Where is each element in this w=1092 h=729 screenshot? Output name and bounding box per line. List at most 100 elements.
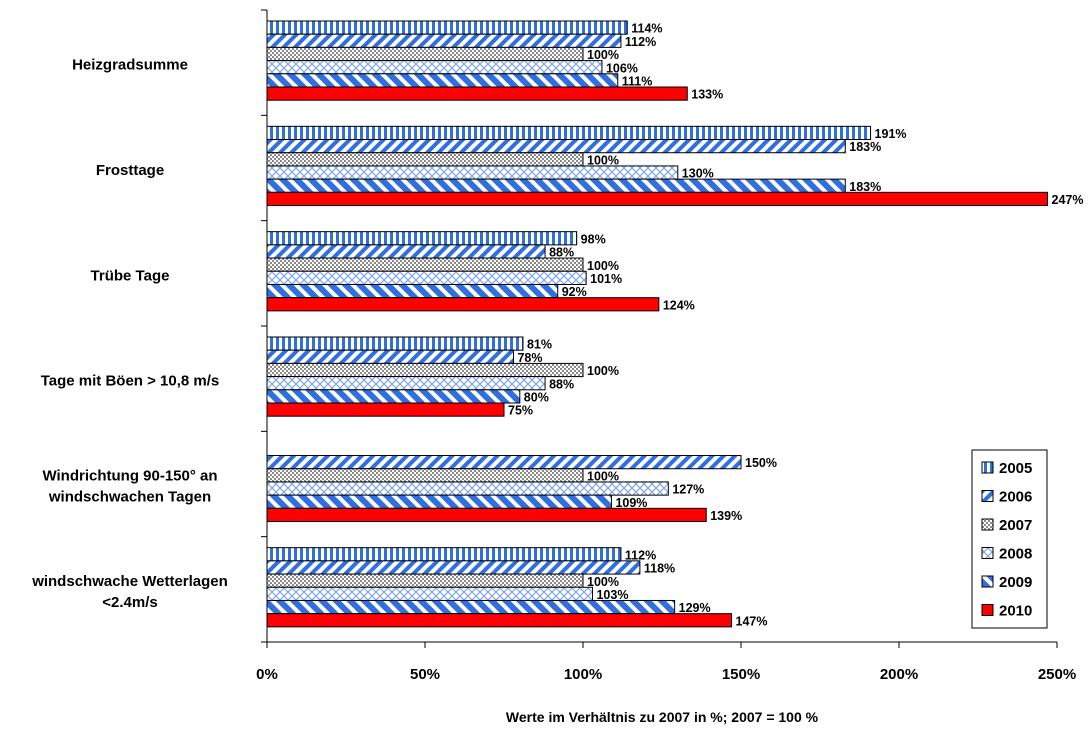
bar-2007 [266, 573, 584, 588]
data-label: 124% [663, 298, 695, 312]
legend-label-2010: 2010 [999, 603, 1032, 620]
data-label: 88% [549, 246, 574, 260]
legend-swatch-2008 [981, 547, 994, 559]
bar-2010 [266, 297, 660, 312]
bar-2006 [266, 455, 742, 470]
bar-2006 [266, 33, 622, 48]
data-label: 133% [691, 88, 723, 102]
bar-2007 [266, 362, 584, 378]
legend-label-2007: 2007 [999, 517, 1032, 534]
bar-2008 [266, 270, 587, 285]
data-label: 75% [508, 404, 533, 418]
data-label: 100% [587, 153, 619, 167]
x-tick-label: 150% [722, 666, 760, 683]
data-label: 100% [587, 259, 619, 273]
bar-2009 [266, 73, 619, 88]
data-label: 183% [849, 140, 881, 154]
data-label: 78% [517, 351, 542, 365]
legend-label-2008: 2008 [999, 546, 1032, 563]
data-label: 100% [587, 469, 619, 483]
category-label: Trübe Tage [91, 267, 170, 284]
data-label: 101% [590, 272, 622, 286]
data-label: 100% [587, 364, 619, 378]
data-label: 111% [622, 75, 653, 89]
category-label: Windrichtung 90-150° an [42, 468, 217, 485]
data-label: 109% [615, 496, 647, 510]
data-label: 118% [644, 562, 675, 576]
category-label: Tage mit Böen > 10,8 m/s [41, 373, 220, 390]
bar-2006 [266, 244, 546, 259]
bar-2008 [266, 481, 669, 496]
category-label: windschwachen Tagen [48, 489, 211, 506]
bar-2006 [266, 139, 846, 154]
legend-label-2006: 2006 [999, 489, 1032, 506]
bar-2005 [266, 336, 524, 351]
data-label: 88% [549, 377, 574, 391]
bar-2010 [266, 613, 733, 628]
bar-2007 [266, 257, 584, 272]
bar-2008 [266, 60, 603, 75]
axes: 0% 50% 100% 150% 200% 250% Werte im Verhältnis… [31, 9, 1076, 725]
bar-2006 [266, 349, 514, 364]
legend-swatch-2006 [981, 490, 994, 502]
legend-label-2009: 2009 [999, 574, 1032, 591]
bar-2009 [266, 283, 559, 299]
data-label: 129% [679, 601, 711, 615]
bar-2010 [266, 191, 1049, 207]
x-tick-label: 200% [880, 666, 918, 683]
bar-2009 [266, 599, 676, 615]
bar-2008 [266, 586, 593, 601]
data-label: 98% [581, 232, 606, 246]
data-label: 247% [1052, 193, 1084, 207]
bar-2009 [266, 494, 612, 509]
data-label: 139% [710, 509, 742, 523]
data-label: 80% [524, 391, 549, 405]
bar-2008 [266, 165, 679, 180]
data-label: 112% [625, 35, 656, 49]
data-label: 147% [736, 614, 768, 628]
category-label: windschwache Wetterlagen [31, 573, 228, 590]
x-tick-label: 0% [256, 666, 278, 683]
legend-swatch-2007 [981, 518, 994, 531]
bar-2006 [266, 560, 641, 575]
legend: 2005 2006 2007 2008 2009 2010 [971, 449, 1048, 629]
bar-2005 [266, 547, 622, 562]
data-label: 130% [682, 167, 714, 181]
data-label: 183% [849, 180, 881, 194]
legend-label-2005: 2005 [999, 460, 1032, 477]
bars [266, 20, 1049, 628]
bar-2005 [266, 231, 578, 246]
bar-2010 [266, 86, 688, 101]
data-label: 112% [625, 548, 656, 562]
data-label: 103% [596, 588, 628, 602]
legend-swatch-2005 [981, 461, 994, 474]
bar-2005 [266, 20, 628, 35]
data-label: 106% [606, 61, 638, 75]
bar-2008 [266, 376, 546, 391]
data-label: 191% [875, 127, 907, 141]
data-label: 150% [745, 456, 777, 470]
x-tick-label: 250% [1038, 666, 1076, 683]
category-label: Frosttage [96, 162, 164, 179]
bar-2007 [266, 468, 584, 483]
category-label: <2.4m/s [102, 594, 157, 611]
bar-2010 [266, 402, 505, 417]
bar-2010 [266, 507, 707, 523]
bar-2007 [266, 46, 584, 62]
bar-2005 [266, 125, 872, 141]
x-tick-label: 100% [564, 666, 602, 683]
bar-2009 [266, 389, 521, 404]
data-label: 100% [587, 575, 619, 589]
data-label: 92% [562, 285, 587, 299]
legend-box [971, 449, 1048, 629]
category-label: Heizgradsumme [72, 57, 188, 74]
data-label: 127% [672, 483, 704, 497]
x-axis-title: Werte im Verhältnis zu 2007 in %; 2007 =… [506, 709, 819, 725]
legend-swatch-2010 [981, 604, 994, 616]
data-label: 114% [631, 22, 662, 36]
data-label: 81% [527, 338, 552, 352]
x-tick-label: 50% [410, 666, 440, 683]
bar-2009 [266, 178, 846, 193]
data-label: 100% [587, 48, 619, 62]
